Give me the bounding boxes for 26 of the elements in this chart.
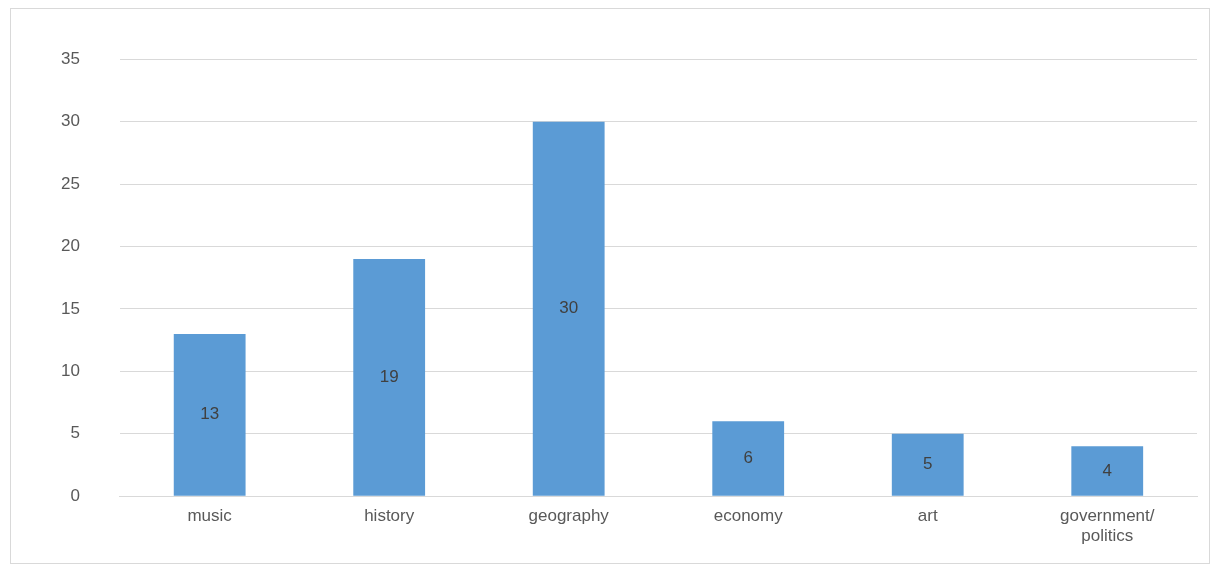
- y-tick-label: 15: [60, 298, 80, 318]
- x-tick-label: music: [187, 506, 233, 526]
- y-tick-label: 25: [60, 173, 80, 193]
- bar: [891, 433, 964, 496]
- x-tick-label: economy: [713, 506, 784, 526]
- y-tick-label: 30: [60, 111, 80, 131]
- bar: [712, 421, 785, 496]
- x-tick-label: government/ politics: [1059, 506, 1155, 546]
- x-tick-label: geography: [528, 506, 610, 526]
- bar: [353, 258, 426, 496]
- x-tick-label: history: [364, 506, 415, 526]
- data-label: 6: [743, 448, 753, 468]
- data-label: 5: [922, 454, 933, 474]
- y-tick-label: 10: [60, 361, 80, 381]
- data-label: 30: [559, 298, 579, 318]
- x-tick-label: art: [917, 506, 938, 526]
- bar: [532, 121, 605, 496]
- data-label: 19: [379, 367, 399, 387]
- data-label: 13: [200, 404, 220, 424]
- bar: [173, 333, 246, 496]
- y-tick-label: 35: [60, 48, 80, 68]
- y-tick-label: 5: [70, 423, 80, 443]
- y-tick-label: 20: [60, 236, 80, 256]
- bar: [1071, 446, 1144, 496]
- data-label: 4: [1102, 460, 1112, 480]
- y-tick-label: 0: [70, 485, 80, 505]
